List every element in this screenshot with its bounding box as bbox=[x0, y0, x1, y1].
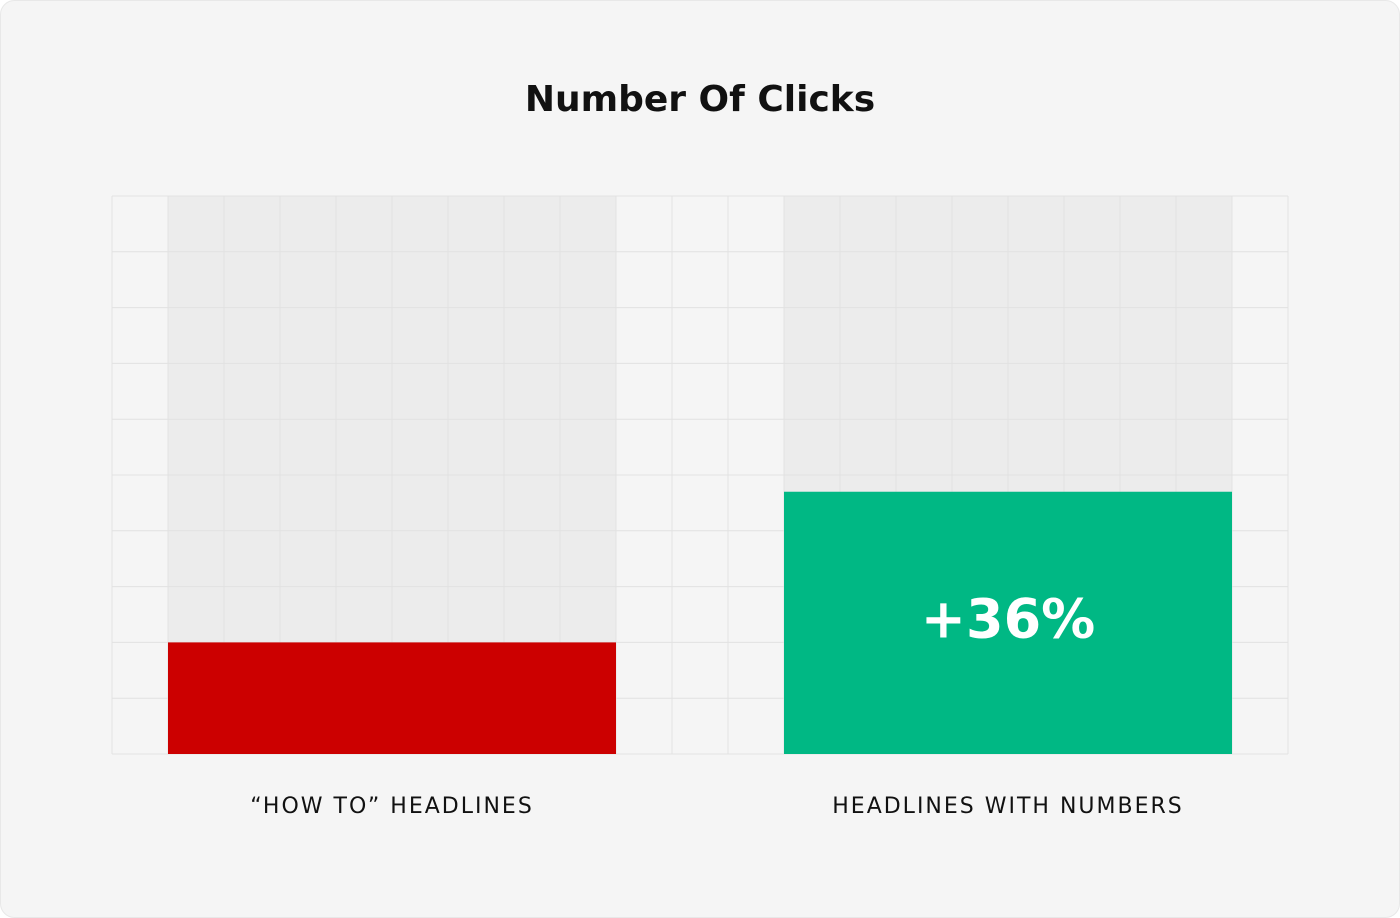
chart-title: Number Of Clicks bbox=[525, 79, 875, 120]
x-tick-label: HEADLINES WITH NUMBERS bbox=[832, 794, 1184, 819]
annotation: +36% bbox=[921, 588, 1096, 651]
bar bbox=[784, 491, 1232, 754]
bar bbox=[168, 642, 616, 754]
x-tick-label: “HOW TO” HEADLINES bbox=[250, 794, 534, 819]
bars bbox=[168, 491, 1232, 754]
